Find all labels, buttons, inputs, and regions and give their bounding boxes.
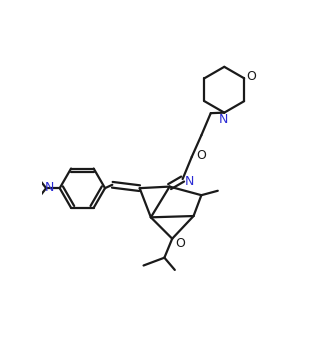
Text: O: O [246,70,256,83]
Text: O: O [176,237,185,250]
Text: O: O [196,149,206,162]
Text: N: N [219,113,228,126]
Text: N: N [45,181,54,194]
Text: N: N [185,175,195,188]
